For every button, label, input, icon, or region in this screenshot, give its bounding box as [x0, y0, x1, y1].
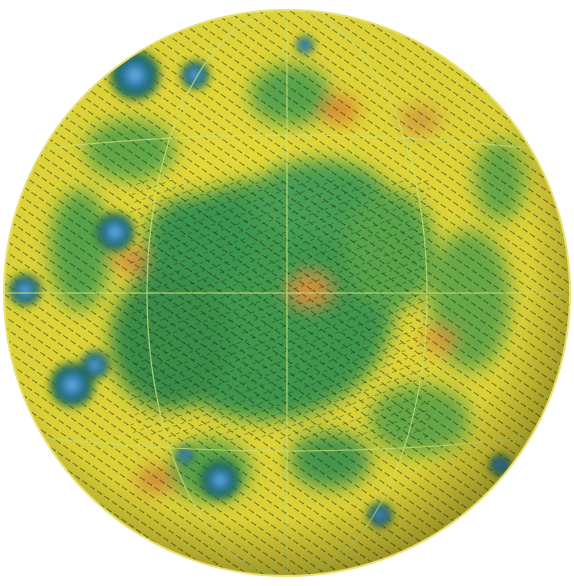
sphere-outline	[3, 9, 571, 577]
limb-shading	[4, 10, 570, 576]
